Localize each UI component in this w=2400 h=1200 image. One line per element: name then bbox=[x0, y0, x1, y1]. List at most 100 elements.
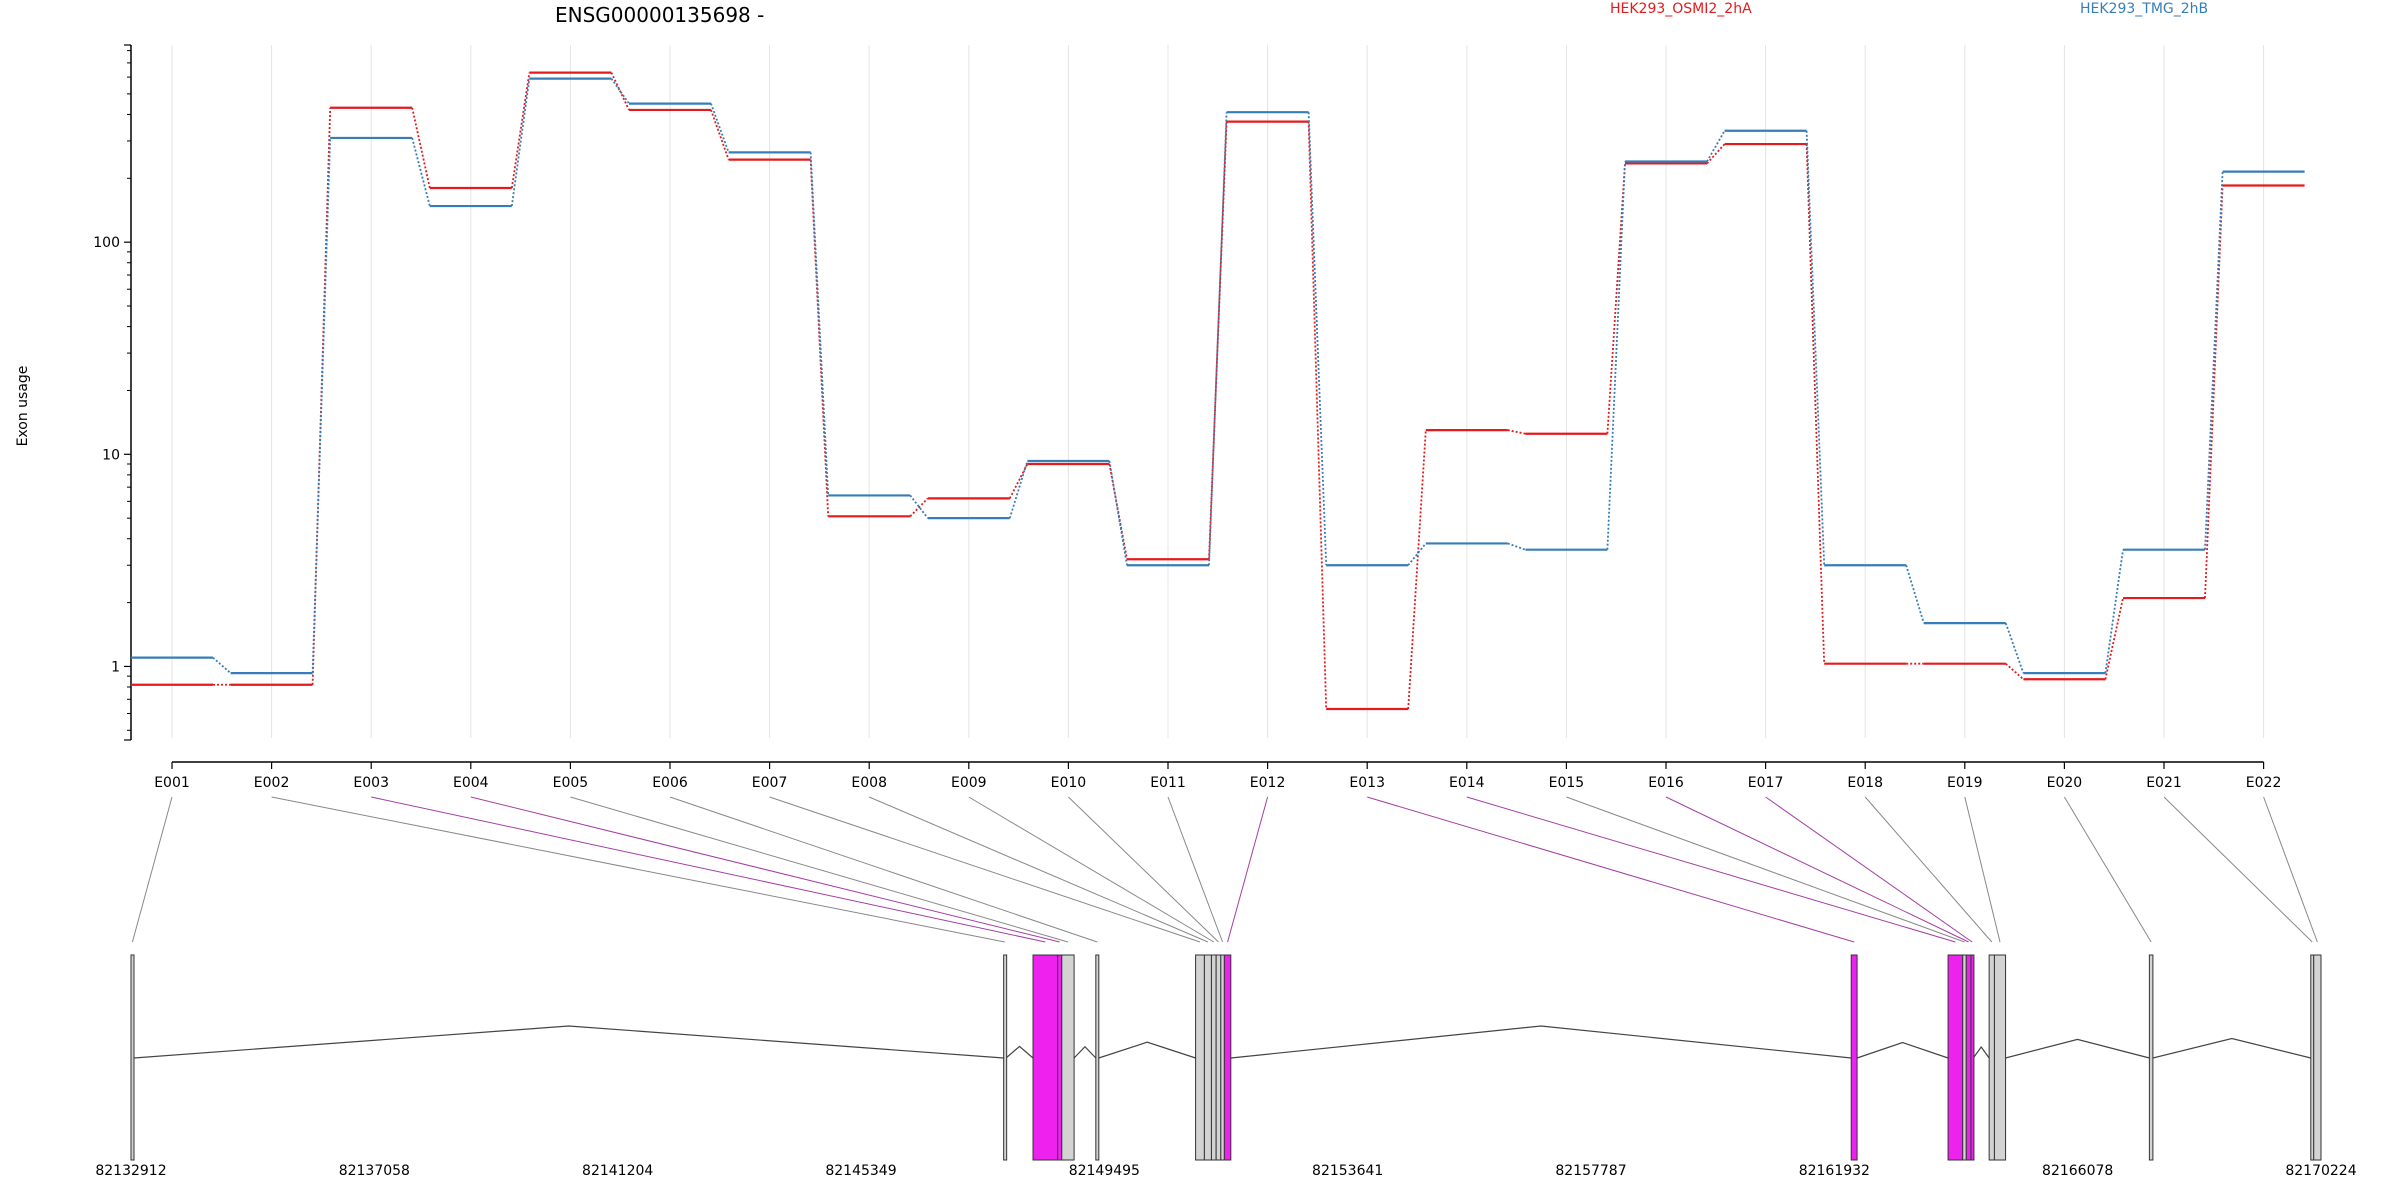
series-1-connector bbox=[2204, 171, 2224, 550]
series-1-connector bbox=[1407, 542, 1427, 566]
x-tick-label-E005: E005 bbox=[553, 775, 589, 791]
series-1-connector bbox=[1805, 130, 1826, 566]
x-tick-label-E016: E016 bbox=[1648, 775, 1684, 791]
x-tick-label-E017: E017 bbox=[1748, 775, 1784, 791]
exon-link-E002 bbox=[271, 796, 1005, 943]
exon-box-E019 bbox=[1993, 954, 2007, 1161]
genomic-coordinate-label: 82141204 bbox=[582, 1163, 653, 1179]
x-tick-label-E022: E022 bbox=[2246, 775, 2282, 791]
exon-link-E020 bbox=[2063, 796, 2152, 943]
genomic-coordinate-label: 82170224 bbox=[2285, 1163, 2356, 1179]
genomic-coordinate-label: 82145349 bbox=[825, 1163, 896, 1179]
series-0-connector bbox=[710, 109, 730, 160]
x-tick-label-E020: E020 bbox=[2047, 775, 2083, 791]
series-0-connector bbox=[1407, 430, 1427, 710]
series-1-connector bbox=[1108, 460, 1128, 566]
exon-link-E015 bbox=[1566, 796, 1965, 943]
x-tick-label-E002: E002 bbox=[254, 775, 290, 791]
intron-line bbox=[133, 1025, 1004, 1059]
x-tick-label-E010: E010 bbox=[1051, 775, 1087, 791]
series-1-connector bbox=[2104, 549, 2124, 674]
series-0-connector bbox=[1307, 121, 1328, 710]
x-tick-label-E019: E019 bbox=[1947, 775, 1983, 791]
exon-link-E014 bbox=[1466, 796, 1956, 943]
exon-link-E022 bbox=[2263, 796, 2318, 943]
exon-link-E011 bbox=[1167, 796, 1224, 943]
x-tick-label-E011: E011 bbox=[1150, 775, 1186, 791]
exon-link-E009 bbox=[968, 796, 1215, 943]
exon-link-E007 bbox=[769, 796, 1201, 943]
intron-line bbox=[1098, 1041, 1196, 1059]
series-1-connector bbox=[710, 103, 730, 153]
exon-box-E010 bbox=[1215, 954, 1222, 1161]
x-tick-label-E013: E013 bbox=[1349, 775, 1385, 791]
x-tick-label-E009: E009 bbox=[951, 775, 987, 791]
x-tick-label-E015: E015 bbox=[1549, 775, 1585, 791]
exon-box-E008 bbox=[1203, 954, 1212, 1161]
intron-line bbox=[1972, 1046, 1990, 1059]
series-0-connector bbox=[1805, 144, 1826, 664]
x-tick-label-E018: E018 bbox=[1847, 775, 1883, 791]
exon-link-E005 bbox=[570, 796, 1069, 943]
genomic-coordinate-label: 82153641 bbox=[1312, 1163, 1383, 1179]
series-0-connector bbox=[1507, 429, 1526, 435]
series-0-connector bbox=[2204, 185, 2224, 599]
exon-box-E003 bbox=[1032, 954, 1059, 1161]
y-tick-label: 1 bbox=[111, 659, 120, 675]
intron-line bbox=[2152, 1037, 2311, 1059]
exon-box-E011 bbox=[1220, 954, 1225, 1161]
series-1-connector bbox=[212, 656, 232, 674]
exon-link-E017 bbox=[1765, 796, 1973, 943]
exon-box-E009 bbox=[1210, 954, 1217, 1161]
exon-box-E022 bbox=[2313, 954, 2322, 1161]
legend-entry-tmg: HEK293_TMG_2hB bbox=[2080, 1, 2208, 17]
series-1-connector bbox=[1208, 112, 1228, 566]
series-1-connector bbox=[610, 78, 630, 105]
series-0-connector bbox=[610, 72, 630, 111]
exon-box-E002 bbox=[1003, 954, 1008, 1161]
series-1-connector bbox=[809, 152, 830, 496]
x-tick-label-E021: E021 bbox=[2146, 775, 2182, 791]
series-0-connector bbox=[411, 107, 431, 189]
exon-link-E008 bbox=[869, 796, 1209, 943]
chart-title: ENSG00000135698 - bbox=[555, 3, 764, 27]
genomic-coordinate-label: 82166078 bbox=[2042, 1163, 2113, 1179]
genomic-coordinate-label: 82132912 bbox=[95, 1163, 166, 1179]
exon-link-E001 bbox=[131, 796, 173, 943]
intron-line bbox=[1230, 1025, 1852, 1059]
exon-link-E021 bbox=[2163, 796, 2313, 943]
series-0-connector bbox=[2104, 597, 2124, 680]
series-0-connector bbox=[1008, 463, 1029, 499]
series-1-connector bbox=[1606, 161, 1626, 550]
x-tick-label-E001: E001 bbox=[154, 775, 190, 791]
x-tick-label-E006: E006 bbox=[652, 775, 688, 791]
exon-box-E005 bbox=[1061, 954, 1075, 1161]
exon-box-E006 bbox=[1095, 954, 1100, 1161]
series-1-connector bbox=[311, 137, 332, 674]
exon-box-E001 bbox=[130, 954, 135, 1161]
exon-box-E015 bbox=[1962, 954, 1967, 1161]
series-1-connector bbox=[510, 78, 531, 207]
exon-box-E014 bbox=[1947, 954, 1964, 1161]
exon-box-E007 bbox=[1195, 954, 1205, 1161]
x-tick-label-E004: E004 bbox=[453, 775, 489, 791]
series-1-connector bbox=[1307, 112, 1328, 566]
series-1-connector bbox=[1008, 460, 1029, 519]
series-0-connector bbox=[1208, 121, 1228, 560]
series-0-connector bbox=[809, 159, 830, 517]
exon-link-E003 bbox=[371, 796, 1046, 943]
y-tick-label: 100 bbox=[93, 235, 120, 251]
exon-link-E016 bbox=[1665, 796, 1969, 943]
intron-line bbox=[1005, 1045, 1034, 1059]
series-0-connector bbox=[1706, 143, 1726, 165]
genomic-coordinate-label: 82157787 bbox=[1555, 1163, 1626, 1179]
exon-link-E019 bbox=[1964, 796, 2001, 943]
x-tick-label-E003: E003 bbox=[353, 775, 389, 791]
intron-line bbox=[1856, 1041, 1949, 1059]
intron-line bbox=[2005, 1038, 2150, 1059]
series-1-connector bbox=[909, 494, 929, 519]
exon-box-E012 bbox=[1223, 954, 1232, 1161]
exon-link-E004 bbox=[470, 796, 1060, 943]
series-0-connector bbox=[510, 72, 531, 189]
